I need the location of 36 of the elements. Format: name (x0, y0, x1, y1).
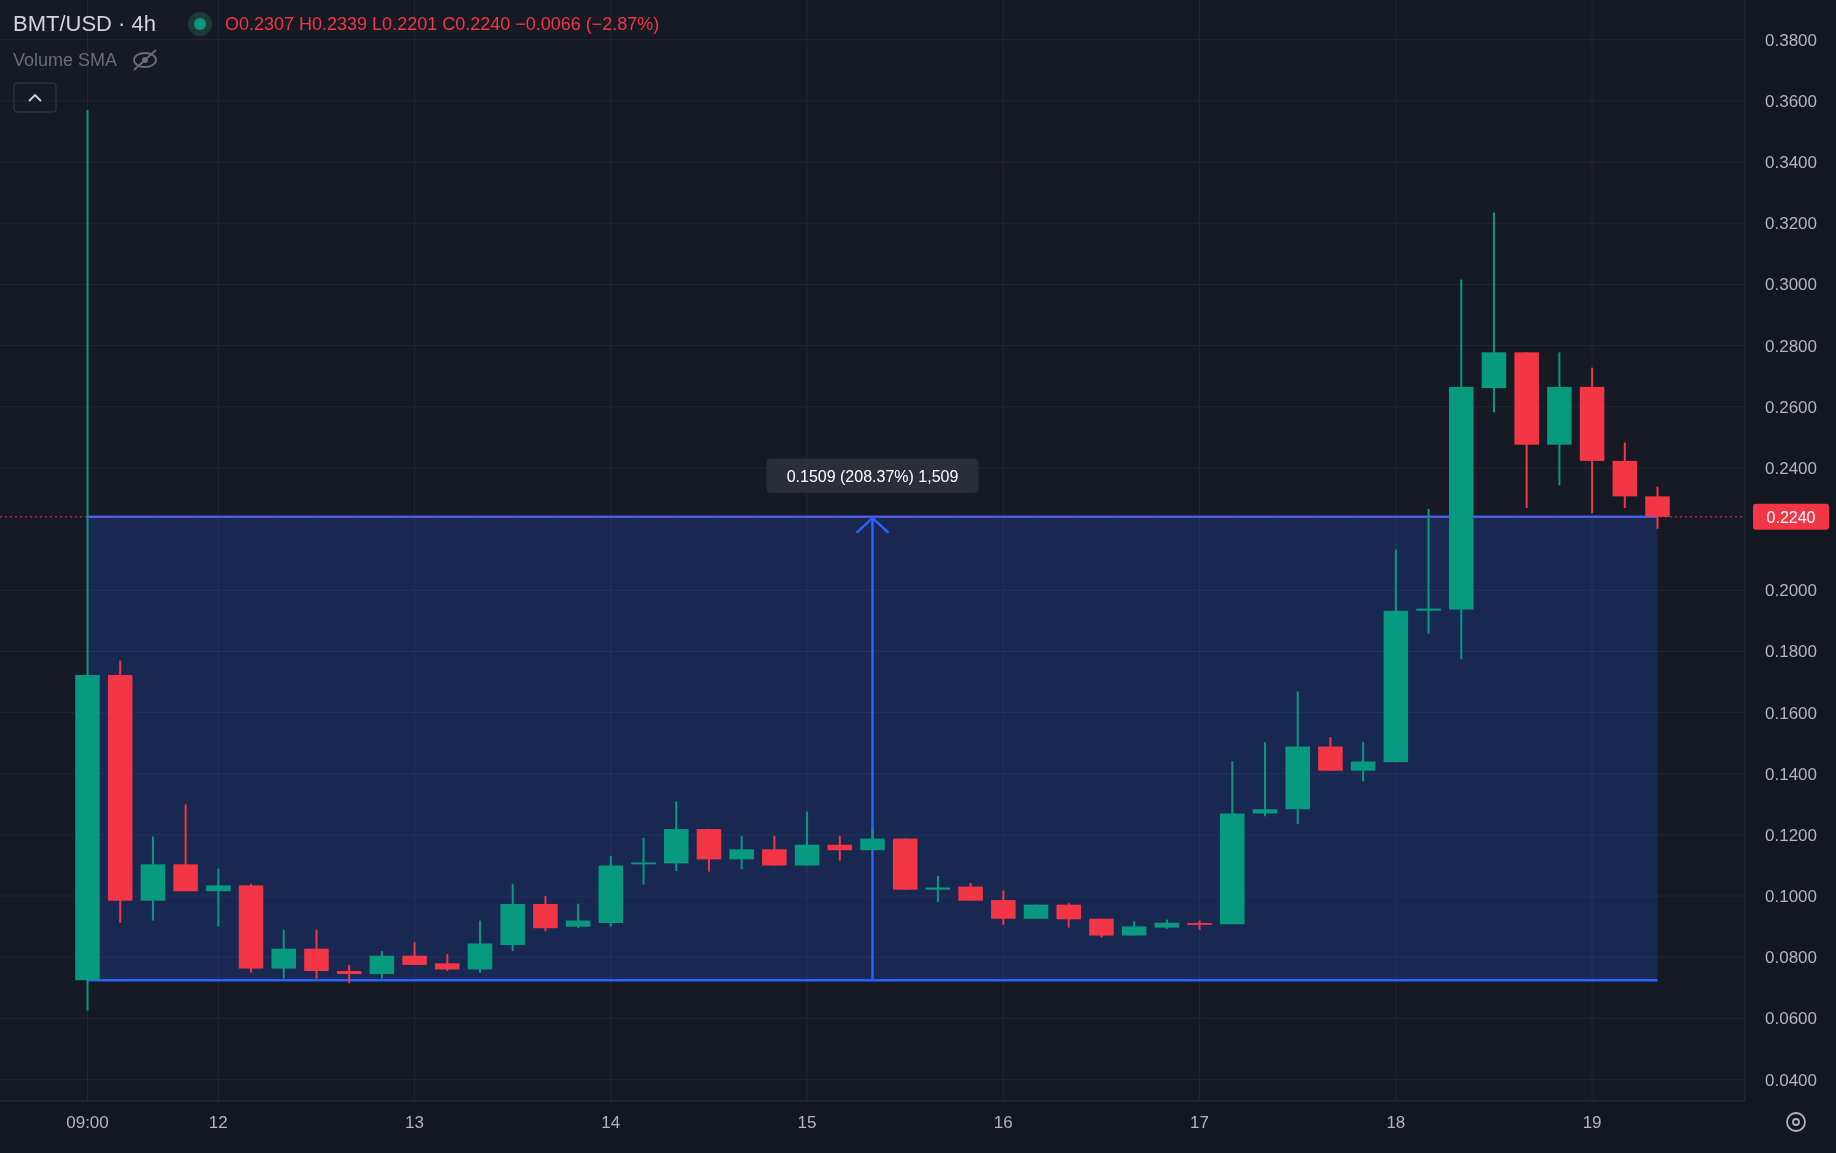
candlestick (925, 875, 951, 902)
candlestick (631, 837, 656, 885)
annotation: O0.2307 H0.2339 L0.2201 C0.2240 −0.0066 (−2.87%) (225, 14, 660, 34)
y-tick-label: 0.1200 (1765, 825, 1817, 845)
y-tick-label: 0.3400 (1765, 153, 1817, 173)
y-tick-label: 0.0800 (1765, 948, 1817, 968)
candlestick (206, 868, 231, 927)
y-tick-label: 0.2400 (1765, 458, 1817, 478)
y-tick-label: 0.3800 (1765, 30, 1817, 50)
y-tick-label: 0.1800 (1765, 642, 1817, 662)
x-tick-label: 09:00 (66, 1113, 109, 1132)
y-tick-label: 0.2800 (1765, 336, 1817, 356)
y-tick-label: 0.3000 (1765, 275, 1817, 295)
candlestick (1416, 508, 1441, 634)
x-tick-label: 18 (1386, 1113, 1406, 1132)
candlestick (1252, 742, 1278, 817)
x-tick-label: 19 (1582, 1113, 1602, 1132)
x-tick-label: 15 (797, 1113, 817, 1132)
x-tick-label: 13 (405, 1113, 425, 1132)
annotation: Volume SMA (13, 50, 118, 70)
y-tick-label: 0.2600 (1765, 397, 1817, 417)
x-tick-label: 17 (1190, 1113, 1210, 1132)
y-tick-label: 0.0400 (1765, 1070, 1817, 1090)
y-tick-label: 0.2000 (1765, 581, 1817, 601)
y-tick-label: 0.3200 (1765, 214, 1817, 234)
y-tick-label: 0.1400 (1765, 764, 1817, 784)
x-tick-label: 16 (993, 1113, 1013, 1132)
annotation: 0.1509 (208.37%) 1,509 (786, 467, 959, 485)
x-tick-label: 14 (601, 1113, 621, 1132)
text: BMT/USD · 4h (13, 11, 157, 36)
y-tick-label: 0.1000 (1765, 887, 1817, 907)
y-tick-label: 0.1600 (1765, 703, 1817, 723)
y-tick-label: 0.0600 (1765, 1009, 1817, 1029)
x-tick-label: 12 (208, 1113, 228, 1132)
y-tick-label: 0.3600 (1765, 91, 1817, 111)
ref-line-label: 0.2240 (1766, 508, 1816, 526)
